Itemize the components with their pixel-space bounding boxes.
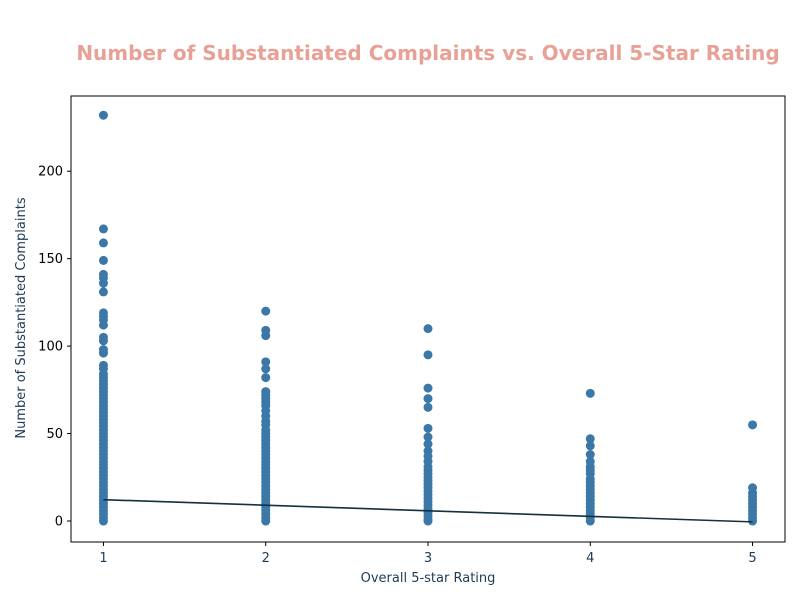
- plot-area: [98, 110, 758, 526]
- y-tick-label: 50: [46, 427, 63, 442]
- scatter-point: [423, 439, 433, 449]
- scatter-point: [261, 331, 271, 341]
- scatter-point: [98, 110, 108, 120]
- scatter-point: [98, 516, 108, 526]
- scatter-point: [423, 432, 433, 442]
- scatter-point: [98, 255, 108, 265]
- chart-title: Number of Substantiated Complaints vs. O…: [76, 41, 779, 65]
- x-tick-label: 5: [748, 551, 756, 566]
- scatter-point: [98, 348, 108, 358]
- scatter-point: [98, 336, 108, 346]
- scatter-point: [423, 402, 433, 412]
- scatter-point: [261, 516, 271, 526]
- scatter-point: [98, 238, 108, 248]
- y-tick-label: 200: [38, 165, 63, 180]
- x-tick-label: 4: [586, 551, 594, 566]
- x-tick-label: 1: [99, 551, 107, 566]
- scatter-point: [748, 516, 758, 526]
- y-axis-label: Number of Substantiated Complaints: [14, 197, 29, 438]
- x-axis-label: Overall 5-star Rating: [361, 571, 496, 586]
- x-tick-label: 2: [262, 551, 270, 566]
- scatter-point: [748, 420, 758, 430]
- scatter-point: [98, 278, 108, 288]
- scatter-point: [585, 441, 595, 451]
- scatter-point: [261, 357, 271, 367]
- scatter-point: [98, 320, 108, 330]
- scatter-point: [585, 388, 595, 398]
- scatter-point: [261, 306, 271, 316]
- scatter-point: [98, 224, 108, 234]
- scatter-point: [423, 516, 433, 526]
- scatter-point: [423, 324, 433, 334]
- x-tick-label: 3: [424, 551, 432, 566]
- scatter-point: [423, 350, 433, 360]
- scatter-point: [585, 450, 595, 460]
- scatter-point: [423, 383, 433, 393]
- y-tick-label: 150: [38, 252, 63, 267]
- scatter-point: [585, 434, 595, 444]
- y-tick-label: 0: [55, 515, 63, 530]
- scatter-point: [585, 516, 595, 526]
- scatter-point: [98, 287, 108, 297]
- scatter-point: [423, 423, 433, 433]
- scatter-point: [261, 364, 271, 374]
- trend-line: [103, 498, 753, 523]
- scatter-point: [423, 394, 433, 404]
- scatter-point: [261, 373, 271, 383]
- y-tick-label: 100: [38, 340, 63, 355]
